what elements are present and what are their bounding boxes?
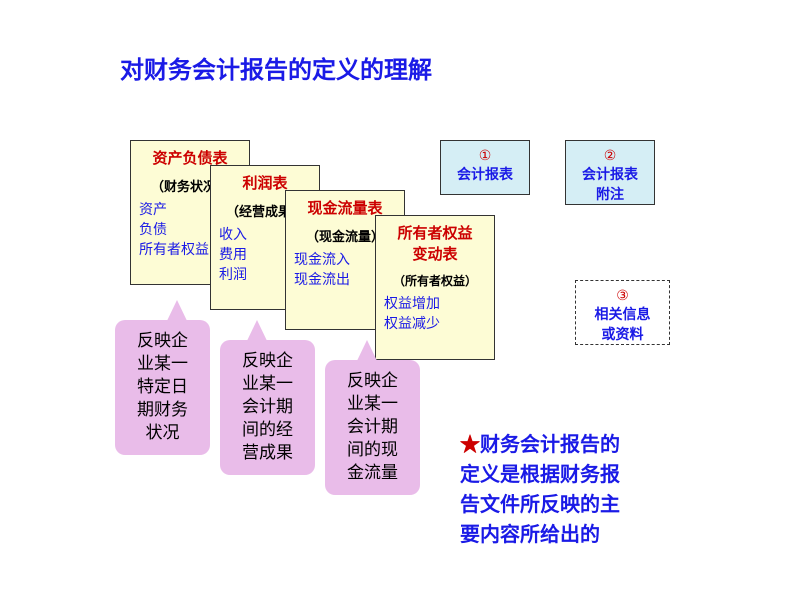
info-box-0: ①会计报表 — [440, 140, 530, 195]
summary-text: ★财务会计报告的 定义是根据财务报 告文件所反映的主 要内容所给出的 — [460, 400, 620, 550]
page-title: 对财务会计报告的定义的理解 — [120, 50, 432, 85]
info-text: 相关信息 或资料 — [580, 304, 665, 344]
bubble-2: 反映企 业某一 会计期 间的现 金流量 — [325, 360, 420, 495]
card-items: 权益增加权益减少 — [384, 293, 486, 333]
info-num: ③ — [580, 287, 665, 304]
info-num: ① — [445, 147, 525, 164]
info-num: ② — [570, 147, 650, 164]
summary-body: 财务会计报告的 定义是根据财务报 告文件所反映的主 要内容所给出的 — [460, 434, 620, 546]
info-box-2: ③相关信息 或资料 — [575, 280, 670, 345]
card-3: 所有者权益 变动表 （所有者权益） 权益增加权益减少 — [375, 215, 495, 360]
bubble-0: 反映企 业某一 特定日 期财务 状况 — [115, 320, 210, 455]
bubble-1: 反映企 业某一 会计期 间的经 营成果 — [220, 340, 315, 475]
card-title: 所有者权益 变动表 — [384, 222, 486, 264]
info-text: 会计报表 — [445, 164, 525, 184]
card-subtitle: （所有者权益） — [384, 272, 486, 289]
info-text: 会计报表 附注 — [570, 164, 650, 204]
star-icon: ★ — [460, 434, 480, 456]
info-box-1: ②会计报表 附注 — [565, 140, 655, 205]
